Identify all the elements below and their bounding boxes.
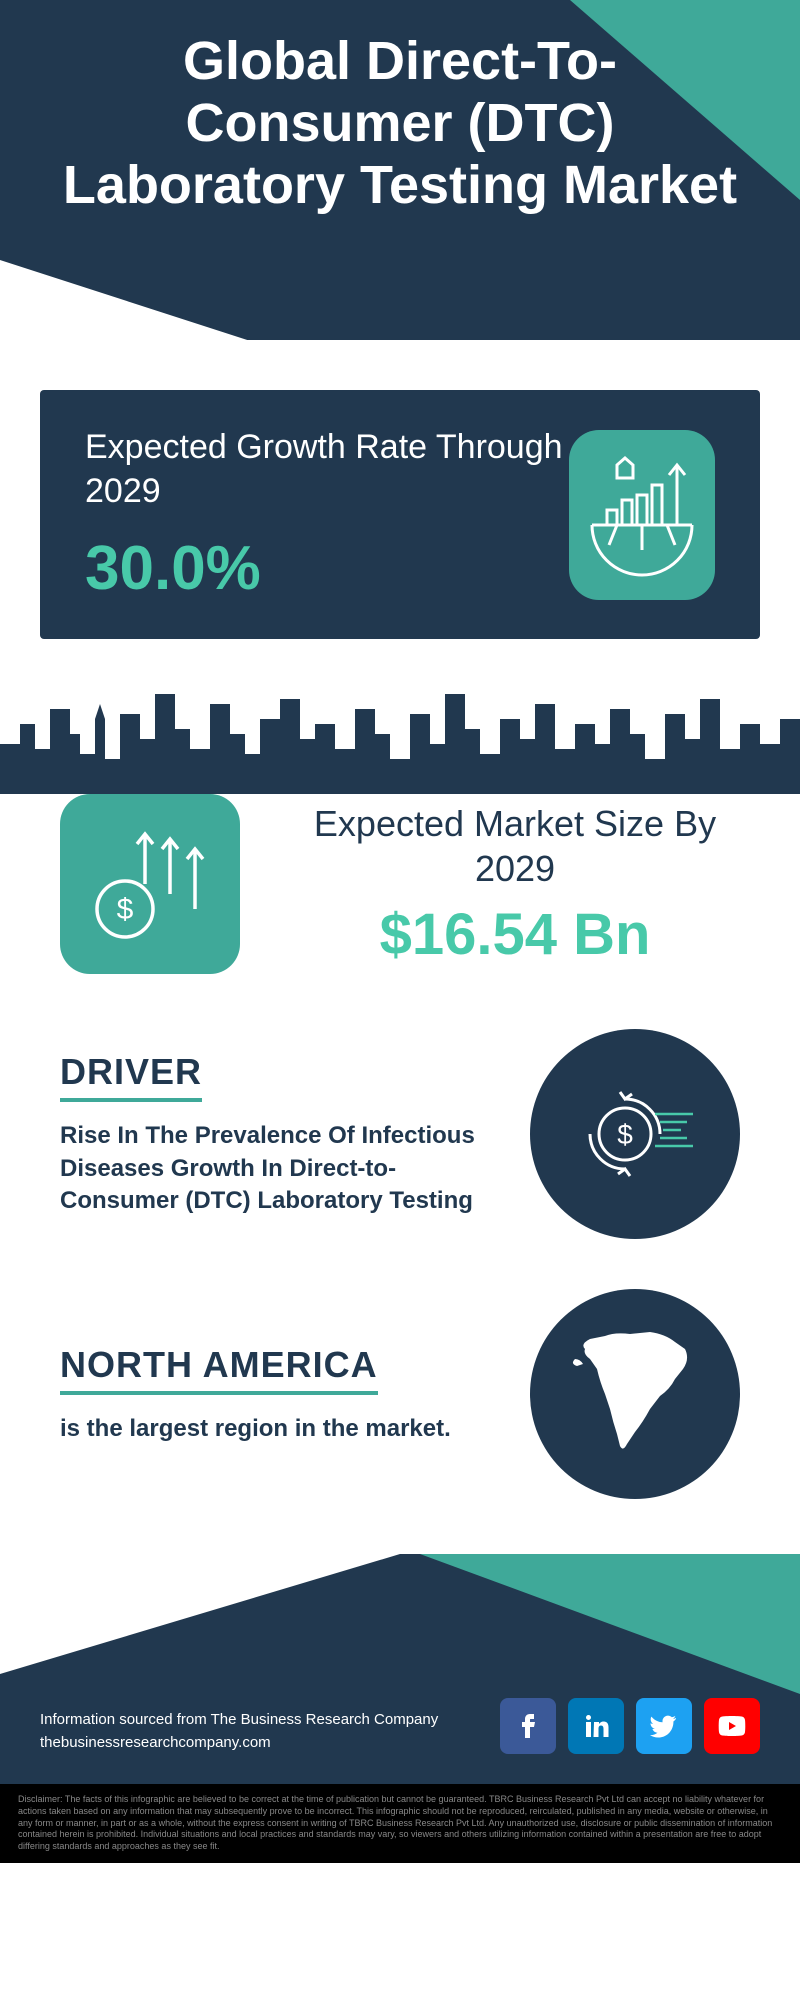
- region-body: is the largest region in the market.: [60, 1413, 490, 1445]
- footer-section: Information sourced from The Business Re…: [0, 1554, 800, 1862]
- skyline-divider: [0, 664, 800, 794]
- market-icon-container: $: [60, 794, 240, 974]
- growth-text-block: Expected Growth Rate Through 2029 30.0%: [85, 425, 569, 604]
- svg-text:$: $: [617, 1119, 633, 1150]
- driver-heading: DRIVER: [60, 1051, 202, 1102]
- growth-value: 30.0%: [85, 533, 569, 604]
- driver-text-block: DRIVER Rise In The Prevalence Of Infecti…: [60, 1051, 490, 1217]
- footer-content-row: Information sourced from The Business Re…: [40, 1698, 760, 1754]
- disclaimer-text: Disclaimer: The facts of this infographi…: [0, 1784, 800, 1862]
- region-section: NORTH AMERICA is the largest region in t…: [0, 1264, 800, 1524]
- footer-triangle-right: [420, 1554, 800, 1694]
- market-size-section: $ Expected Market Size By 2029 $16.54 Bn: [0, 794, 800, 1004]
- source-line-2: thebusinessresearchcompany.com: [40, 1732, 438, 1755]
- footer-triangle-left: [0, 1554, 400, 1674]
- svg-text:$: $: [117, 893, 134, 926]
- infographic-root: Global Direct-To-Consumer (DTC) Laborato…: [0, 0, 800, 1863]
- dollar-cycle-icon: $: [565, 1064, 705, 1204]
- source-line-1: Information sourced from The Business Re…: [40, 1709, 438, 1732]
- twitter-icon[interactable]: [636, 1698, 692, 1754]
- growth-icon-container: [569, 430, 715, 600]
- driver-section: DRIVER Rise In The Prevalence Of Infecti…: [0, 1004, 800, 1264]
- social-icons-row: [500, 1698, 760, 1754]
- driver-body: Rise In The Prevalence Of Infectious Dis…: [60, 1120, 490, 1217]
- market-text-block: Expected Market Size By 2029 $16.54 Bn: [290, 801, 740, 968]
- north-america-map-icon: [555, 1314, 715, 1474]
- dollar-arrows-icon: $: [80, 814, 220, 954]
- page-title: Global Direct-To-Consumer (DTC) Laborato…: [50, 30, 750, 216]
- market-label: Expected Market Size By 2029: [290, 801, 740, 891]
- driver-icon-circle: $: [530, 1029, 740, 1239]
- header-section: Global Direct-To-Consumer (DTC) Laborato…: [0, 0, 800, 370]
- youtube-icon[interactable]: [704, 1698, 760, 1754]
- footer-source-text: Information sourced from The Business Re…: [40, 1709, 438, 1754]
- region-heading: NORTH AMERICA: [60, 1344, 378, 1395]
- footer-banner: Information sourced from The Business Re…: [0, 1554, 800, 1784]
- growth-rate-card: Expected Growth Rate Through 2029 30.0%: [40, 390, 760, 639]
- region-icon-circle: [530, 1289, 740, 1499]
- region-text-block: NORTH AMERICA is the largest region in t…: [60, 1344, 490, 1445]
- growth-label: Expected Growth Rate Through 2029: [85, 425, 569, 513]
- header-accent-triangle-bottom: [0, 260, 340, 370]
- facebook-icon[interactable]: [500, 1698, 556, 1754]
- market-value: $16.54 Bn: [290, 901, 740, 968]
- growth-chart-icon: [577, 450, 707, 580]
- linkedin-icon[interactable]: [568, 1698, 624, 1754]
